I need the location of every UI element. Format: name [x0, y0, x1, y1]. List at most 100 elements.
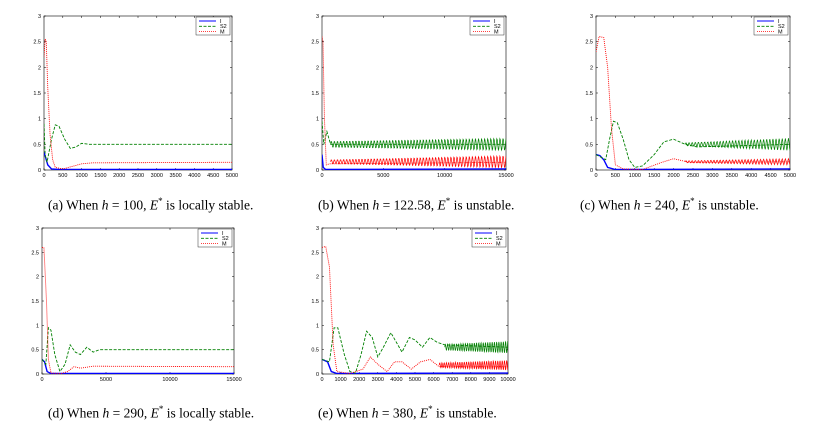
- y-tick-label: 1: [38, 117, 41, 123]
- x-tick-label: 15000: [226, 377, 241, 383]
- plot-frame: [41, 227, 235, 375]
- series-line-s2: [322, 327, 508, 374]
- plot-frame: [321, 15, 507, 171]
- caption-evar: E: [437, 197, 446, 213]
- series-line-s2: [596, 120, 790, 168]
- legend-label: M: [494, 29, 499, 35]
- oscillation-m: [438, 359, 508, 371]
- x-tick-label: 5000: [409, 377, 421, 383]
- series-line-i: [596, 153, 790, 170]
- x-tick-label: 6000: [427, 377, 439, 383]
- x-tick-label: 5000: [100, 377, 112, 383]
- caption-suffix: is locally stable.: [163, 405, 255, 421]
- caption-a: (a) When h = 100, E* is locally stable.: [48, 196, 253, 214]
- y-tick-label: 1: [316, 117, 319, 123]
- x-tick-label: 1000: [75, 173, 87, 179]
- y-tick-label: 1: [36, 323, 39, 329]
- x-tick-label: 3000: [372, 377, 384, 383]
- y-tick-label: 2: [38, 65, 41, 71]
- y-tick-label: 0.5: [33, 142, 41, 148]
- y-tick-label: 2: [316, 65, 319, 71]
- caption-prefix: (d) When: [48, 405, 103, 421]
- legend-label: S2: [494, 24, 501, 30]
- x-tick-label: 9000: [483, 377, 495, 383]
- y-tick-label: 0: [36, 372, 39, 378]
- caption-prefix: (c) When: [580, 197, 634, 213]
- y-tick-label: 3: [316, 14, 319, 20]
- caption-d: (d) When h = 290, E* is locally stable.: [48, 404, 254, 422]
- y-tick-label: 1.5: [31, 299, 39, 305]
- series-line-s2: [322, 121, 506, 145]
- plot-frame: [321, 227, 509, 375]
- oscillation-m: [330, 154, 506, 169]
- y-tick-label: 1.5: [311, 299, 319, 305]
- y-tick-label: 1.5: [585, 91, 593, 97]
- plot-frame: [595, 15, 791, 171]
- caption-suffix: is unstable.: [450, 197, 515, 213]
- y-tick-label: 0: [38, 168, 41, 174]
- y-tick-label: 1: [316, 323, 319, 329]
- caption-evar: E: [681, 197, 691, 213]
- series-line-i: [322, 154, 506, 170]
- x-tick-label: 1500: [648, 173, 660, 179]
- y-tick-label: 0.5: [585, 142, 593, 148]
- x-tick-label: 1500: [94, 173, 106, 179]
- x-tick-label: 0: [42, 173, 45, 179]
- y-tick-label: 2.5: [33, 40, 41, 46]
- x-tick-label: 2000: [113, 173, 125, 179]
- y-tick-label: 2: [316, 275, 319, 281]
- chart-e: 0 1000 2000 3000 4000 5000 6000 7000 8000 9000 100…: [311, 226, 515, 383]
- x-tick-label: 3500: [726, 173, 738, 179]
- x-tick-label: 3500: [169, 173, 181, 179]
- oscillation-s2: [444, 340, 508, 354]
- y-tick-label: 1.5: [33, 91, 41, 97]
- x-tick-label: 1000: [334, 377, 346, 383]
- y-tick-label: 3: [316, 226, 319, 232]
- x-tick-label: 5000: [377, 173, 389, 179]
- caption-b: (b) When h = 122.58, E* is unstable.: [318, 196, 514, 214]
- oscillation-m: [684, 157, 790, 166]
- y-tick-label: 2.5: [585, 40, 593, 46]
- x-tick-label: 2000: [667, 173, 679, 179]
- caption-var: h: [371, 405, 379, 421]
- series-line-m: [596, 35, 790, 170]
- y-tick-label: 3: [38, 14, 41, 20]
- y-tick-label: 1: [590, 117, 593, 123]
- caption-evar: E: [149, 197, 159, 213]
- x-tick-label: 500: [58, 173, 67, 179]
- y-tick-label: 3: [36, 226, 39, 232]
- chart-panel-c: 0 500 1000 1500 2000 2500 3000 3500 4000 4500 5000…: [572, 10, 807, 200]
- legend-label: M: [778, 29, 783, 35]
- legend-label: S2: [222, 236, 229, 242]
- caption-var: h: [633, 197, 641, 213]
- caption-var: h: [101, 197, 109, 213]
- caption-c: (c) When h = 240, E* is unstable.: [580, 196, 759, 214]
- y-tick-label: 0: [590, 168, 593, 174]
- legend-label: M: [220, 29, 225, 35]
- x-tick-label: 5000: [784, 173, 796, 179]
- x-tick-label: 2000: [353, 377, 365, 383]
- caption-var: h: [372, 197, 380, 213]
- caption-prefix: (e) When: [318, 405, 372, 421]
- y-tick-label: 2: [590, 65, 593, 71]
- x-tick-label: 0: [594, 173, 597, 179]
- legend-label: S2: [220, 24, 227, 30]
- chart-panel-a: 0 500 1000 1500 2000 2500 3000 3500 4000 4500 5000…: [18, 10, 238, 200]
- x-tick-label: 4500: [764, 173, 776, 179]
- y-tick-label: 2.5: [311, 40, 319, 46]
- caption-evar: E: [150, 405, 159, 421]
- legend-label: I: [778, 19, 780, 25]
- x-tick-label: 2500: [132, 173, 144, 179]
- legend-label: I: [222, 231, 224, 237]
- chart-c: 0 500 1000 1500 2000 2500 3000 3500 4000 4500 5000…: [585, 14, 796, 179]
- x-tick-label: 15000: [498, 173, 513, 179]
- caption-sup: *: [428, 404, 433, 414]
- x-tick-label: 0: [320, 377, 323, 383]
- x-tick-label: 10000: [500, 377, 515, 383]
- series-line-m: [44, 38, 232, 170]
- x-tick-label: 0: [320, 173, 323, 179]
- legend-label: S2: [778, 24, 785, 30]
- x-tick-label: 3000: [151, 173, 163, 179]
